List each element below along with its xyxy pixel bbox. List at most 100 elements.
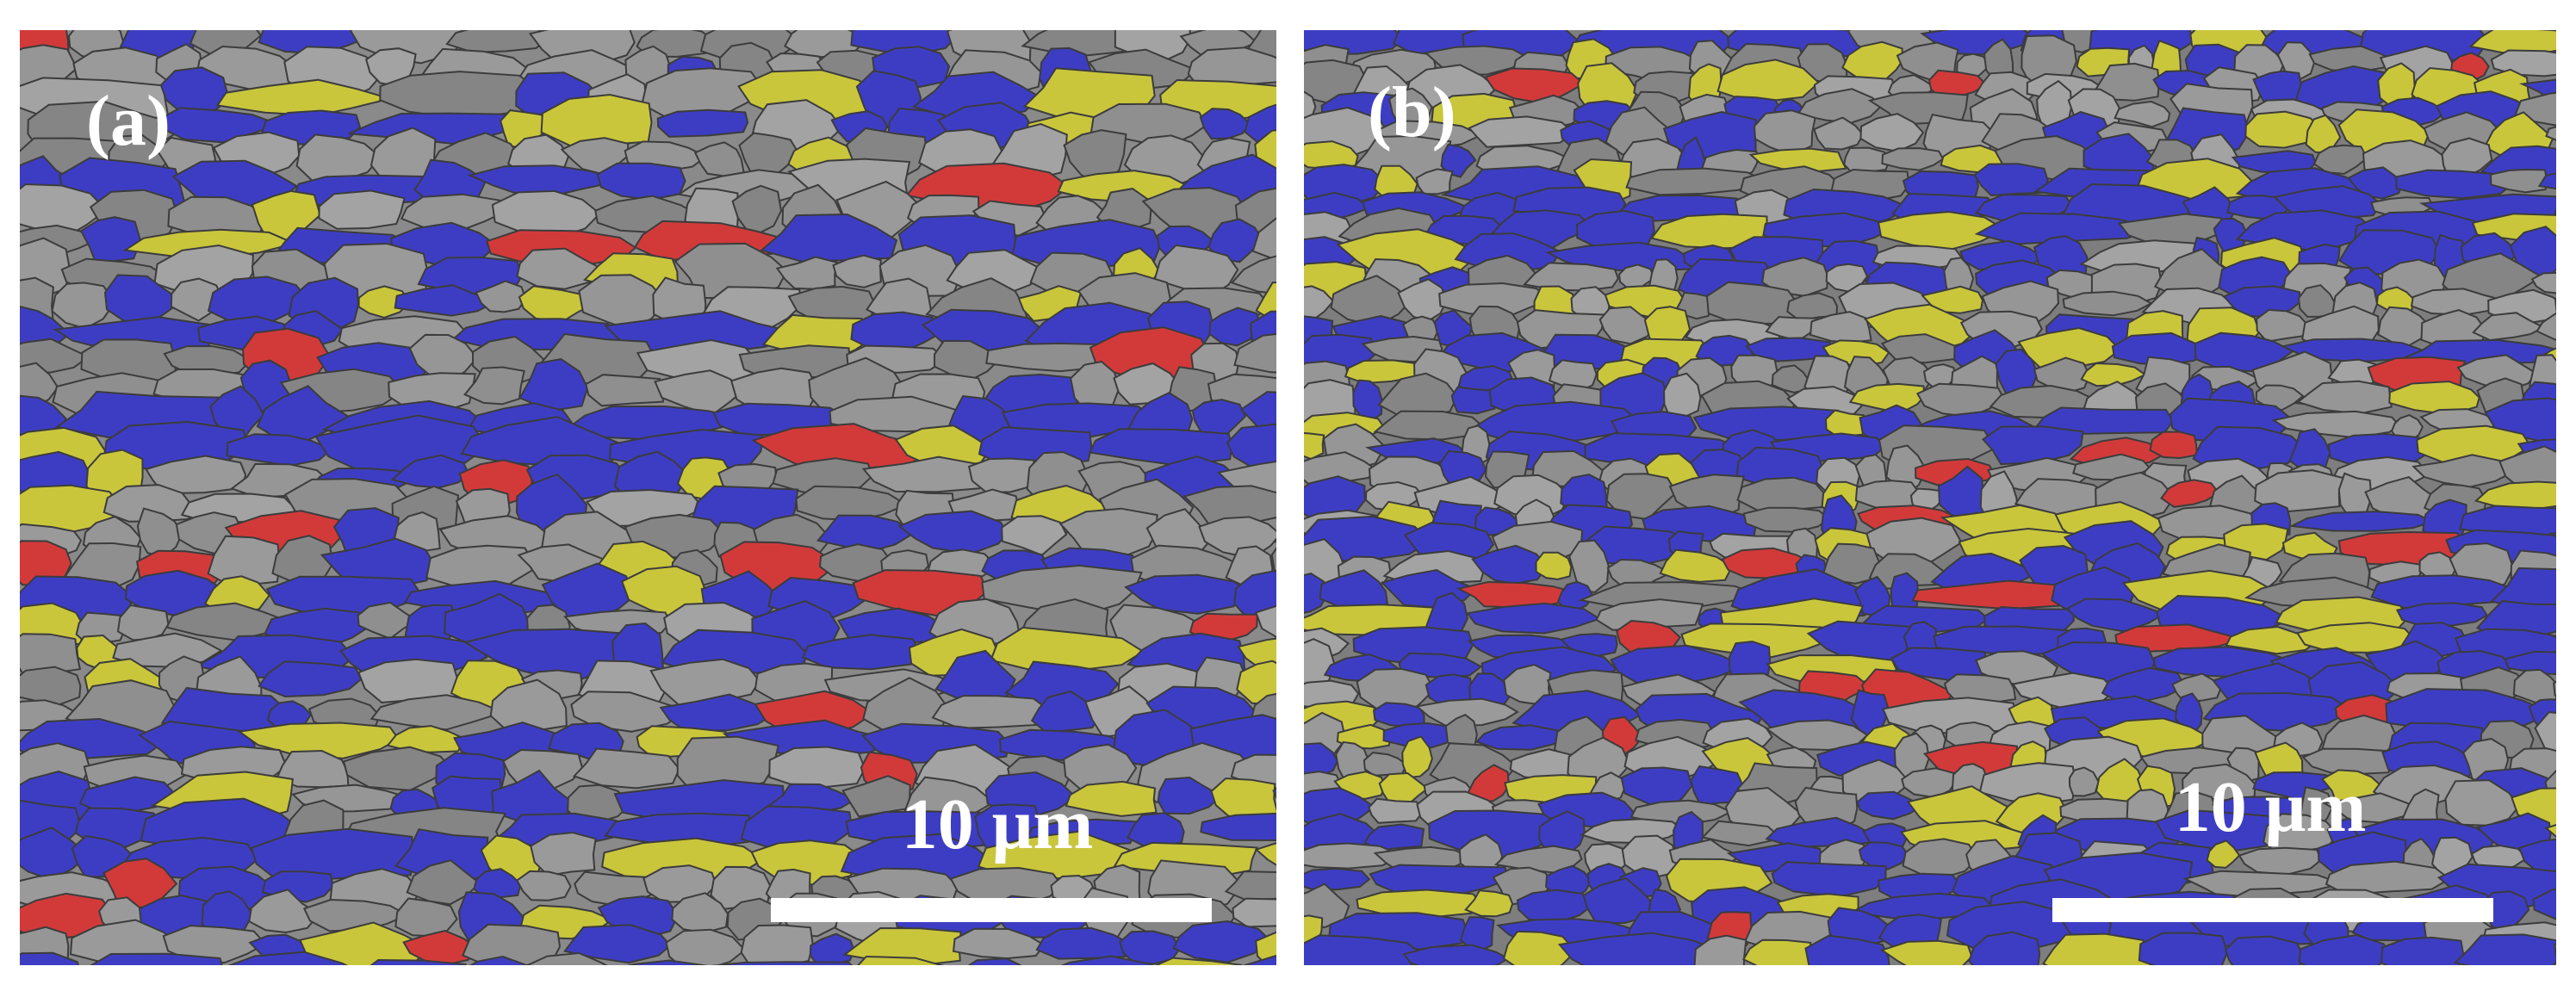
scale-bar-label: 10 μm	[2175, 767, 2367, 847]
grain	[2296, 380, 2393, 415]
grain	[2225, 625, 2319, 655]
grain	[1414, 697, 1519, 727]
grain	[2544, 824, 2556, 838]
grain	[626, 959, 708, 965]
grain	[2395, 602, 2489, 628]
grain	[1879, 939, 1973, 965]
panel-label: (a)	[86, 81, 171, 161]
grain	[1474, 724, 1574, 751]
grain	[1911, 579, 2064, 610]
grain	[1304, 451, 1377, 485]
grain	[1680, 622, 1832, 659]
grain	[406, 859, 481, 906]
grain	[2536, 313, 2556, 341]
grain	[1401, 735, 1433, 779]
grain	[2490, 567, 2556, 613]
grain	[1804, 934, 1890, 965]
grain	[2288, 511, 2436, 532]
grain	[1251, 217, 1276, 262]
grain	[768, 746, 866, 789]
grain	[515, 870, 572, 901]
grain	[357, 601, 419, 640]
grain	[1559, 633, 1618, 658]
grain	[1659, 548, 1734, 583]
grain	[2517, 838, 2556, 878]
grain	[1191, 399, 1247, 439]
grain	[1982, 425, 2084, 466]
grain	[2042, 932, 2154, 965]
grain	[1199, 108, 1251, 140]
grain	[897, 510, 1009, 555]
grain	[2244, 110, 2325, 149]
grain	[1460, 916, 1495, 952]
grain	[2565, 556, 2576, 583]
grain	[1557, 932, 1727, 965]
grain	[2171, 672, 2222, 703]
grain	[1858, 841, 1910, 870]
grain	[1270, 547, 1276, 579]
grain	[318, 189, 406, 230]
grain	[1468, 115, 1575, 148]
grain	[1378, 771, 1430, 806]
grain	[386, 725, 469, 753]
grain	[2370, 574, 2519, 609]
grain	[467, 164, 623, 197]
grain	[1745, 337, 1838, 363]
grain	[2412, 454, 2514, 488]
panel-label: (b)	[1368, 72, 1456, 152]
grain	[2138, 932, 2229, 965]
grain	[1701, 820, 1777, 847]
grain	[2308, 45, 2394, 73]
grain	[1440, 143, 1477, 178]
grain	[20, 633, 82, 674]
grain	[967, 957, 1022, 965]
grain	[116, 604, 170, 641]
grain	[861, 455, 996, 493]
grain	[1610, 644, 1748, 685]
grain	[1242, 954, 1276, 965]
grain	[1535, 551, 1573, 580]
grain	[1187, 46, 1276, 91]
grain	[1466, 602, 1602, 635]
grain	[2504, 650, 2556, 676]
grain	[1868, 553, 1945, 590]
grain	[656, 108, 749, 138]
grain	[1230, 255, 1276, 294]
grain	[226, 433, 333, 467]
grain	[654, 369, 745, 417]
grain	[162, 925, 267, 964]
grain	[2564, 457, 2576, 493]
grain	[2160, 479, 2220, 508]
grain	[518, 358, 589, 411]
grain	[738, 132, 801, 178]
grain	[2395, 169, 2517, 200]
grain	[1208, 307, 1263, 347]
grain	[1467, 764, 1511, 803]
grain	[445, 30, 551, 53]
grain	[1382, 722, 1462, 750]
grain	[711, 961, 853, 965]
grain	[1356, 889, 1483, 919]
grain	[816, 514, 916, 553]
grain	[1065, 780, 1158, 817]
grain	[2377, 306, 2432, 348]
grain	[298, 921, 432, 965]
grain	[2080, 362, 2147, 387]
grain	[1464, 889, 1514, 918]
grain	[1973, 163, 2049, 197]
overlay: (a) 10 μm (b) 10 μm	[86, 72, 2493, 922]
grain	[2410, 288, 2511, 316]
grain	[1304, 285, 1335, 321]
grain	[20, 951, 79, 965]
grain	[1304, 573, 1328, 614]
grain	[2554, 942, 2556, 963]
grain	[1595, 598, 1704, 631]
grain	[402, 929, 480, 965]
grain	[2149, 430, 2198, 460]
grain	[2256, 308, 2309, 343]
grain	[1877, 210, 2007, 251]
grain	[931, 695, 1052, 729]
grain	[145, 455, 247, 495]
